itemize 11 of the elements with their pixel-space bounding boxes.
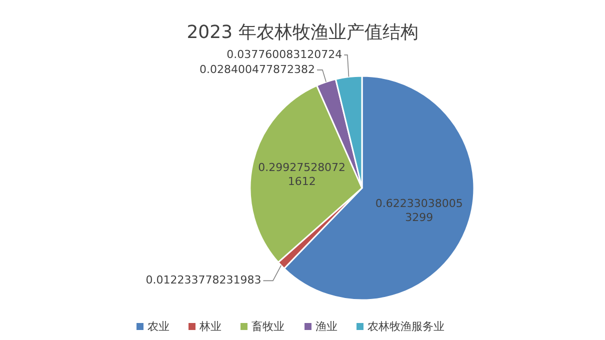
data-label: 0.037760083120724	[226, 48, 342, 61]
legend-label: 渔业	[316, 320, 338, 333]
legend-label: 农业	[148, 320, 170, 333]
chart-title: 2023 年农林牧渔业产值结构	[186, 22, 418, 43]
legend-label: 林业	[198, 320, 222, 333]
legend-label: 畜牧业	[252, 320, 284, 333]
legend-label: 农林牧渔服务业	[368, 320, 444, 333]
data-label: 0.028400477872382	[200, 62, 316, 76]
data-label: 0.62233038005 3299	[375, 197, 463, 224]
data-label: 0.012233778231983	[146, 274, 262, 287]
data-label: 0.29927528072 1612	[258, 160, 346, 188]
